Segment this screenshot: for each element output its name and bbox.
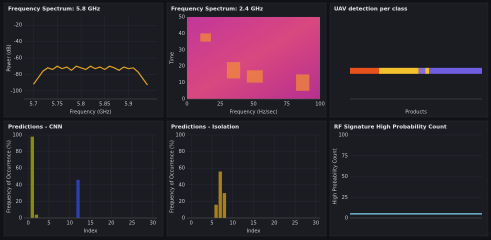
y-tick-label: 25 bbox=[342, 195, 348, 201]
heat-blob bbox=[296, 74, 309, 90]
x-tick-label: 30 bbox=[150, 221, 156, 227]
panel-title: RF Signature High Probability Count bbox=[334, 125, 447, 131]
y-axis-label: High Probability Count bbox=[333, 148, 339, 204]
x-axis-label: Frequency (GHz) bbox=[70, 110, 112, 116]
strip-segment bbox=[350, 68, 379, 74]
x-axis-label: Frequency (Hz/sec) bbox=[230, 110, 278, 116]
y-tick-label: 80 bbox=[16, 149, 22, 155]
heat-blob bbox=[200, 33, 211, 41]
x-tick-label: 100 bbox=[315, 102, 325, 108]
y-tick-label: 100 bbox=[175, 133, 185, 139]
y-tick-label: 100 bbox=[338, 133, 348, 139]
bar bbox=[214, 205, 217, 218]
x-tick-label: 15 bbox=[250, 221, 256, 227]
x-tick-label: 5 bbox=[210, 221, 213, 227]
bar bbox=[223, 193, 226, 218]
y-tick-label: -100 bbox=[11, 88, 22, 94]
y-tick-label: 0 bbox=[182, 216, 185, 222]
y-tick-label: -80 bbox=[14, 72, 22, 78]
x-tick-label: 0 bbox=[190, 221, 193, 227]
strip-segment bbox=[379, 68, 419, 74]
x-tick-label: 5.8 bbox=[77, 102, 85, 108]
x-tick-label: 15 bbox=[87, 221, 93, 227]
x-tick-label: 20 bbox=[271, 221, 277, 227]
heat-blob bbox=[247, 70, 263, 82]
x-tick-label: 5 bbox=[47, 221, 50, 227]
x-tick-label: 50 bbox=[250, 102, 256, 108]
strip-segment bbox=[419, 68, 426, 74]
y-axis-label: Frequency of Occurrence (%) bbox=[170, 140, 176, 213]
bar bbox=[31, 137, 34, 218]
x-tick-label: 5.85 bbox=[99, 102, 110, 108]
y-tick-label: 20 bbox=[179, 64, 185, 70]
y-tick-label: 30 bbox=[179, 47, 185, 53]
x-tick-label: 30 bbox=[313, 221, 319, 227]
x-tick-label: 25 bbox=[129, 221, 135, 227]
y-tick-label: 0 bbox=[345, 216, 348, 222]
panel-title: Predictions - Isolation bbox=[171, 125, 239, 131]
x-tick-label: 20 bbox=[108, 221, 114, 227]
x-tick-label: 5.9 bbox=[125, 102, 133, 108]
x-tick-label: 0 bbox=[185, 102, 188, 108]
x-axis-label: Index bbox=[247, 229, 261, 235]
panel-title: UAV detection per class bbox=[334, 7, 408, 13]
heat-blob bbox=[227, 62, 240, 78]
bar bbox=[76, 180, 79, 218]
y-tick-label: 100 bbox=[12, 133, 22, 139]
y-tick-label: -60 bbox=[14, 56, 22, 62]
strip-segment bbox=[429, 68, 482, 74]
x-tick-label: 10 bbox=[230, 221, 236, 227]
y-tick-label: 80 bbox=[179, 149, 185, 155]
x-tick-label: 10 bbox=[67, 221, 73, 227]
panel bbox=[330, 121, 488, 236]
y-tick-label: 40 bbox=[16, 182, 22, 188]
y-tick-label: 50 bbox=[342, 174, 348, 180]
x-tick-label: 25 bbox=[217, 102, 223, 108]
panel bbox=[330, 3, 488, 117]
bar bbox=[35, 215, 38, 218]
panel bbox=[4, 3, 163, 117]
y-tick-label: 40 bbox=[179, 31, 185, 37]
y-tick-label: 0 bbox=[19, 216, 22, 222]
x-tick-label: 25 bbox=[292, 221, 298, 227]
strip-segment bbox=[425, 68, 429, 74]
x-axis-label: Products bbox=[405, 110, 427, 116]
x-tick-label: 75 bbox=[284, 102, 290, 108]
y-tick-label: -20 bbox=[14, 23, 22, 29]
y-tick-label: 60 bbox=[16, 166, 22, 172]
bar bbox=[219, 172, 222, 218]
y-tick-label: 20 bbox=[16, 199, 22, 205]
y-tick-label: 40 bbox=[179, 182, 185, 188]
y-tick-label: 60 bbox=[179, 166, 185, 172]
y-tick-label: 50 bbox=[179, 15, 185, 21]
y-tick-label: 10 bbox=[179, 80, 185, 86]
x-axis-label: Index bbox=[84, 229, 98, 235]
x-tick-label: 5.7 bbox=[30, 102, 38, 108]
x-tick-label: 5.75 bbox=[52, 102, 63, 108]
y-axis-label: Time bbox=[170, 52, 176, 65]
dashboard: Frequency Spectrum: 5.8 GHz Frequency (GH… bbox=[0, 0, 491, 240]
panel bbox=[4, 121, 163, 236]
y-tick-label: 75 bbox=[342, 153, 348, 159]
y-tick-label: -40 bbox=[14, 39, 22, 45]
x-tick-label: 0 bbox=[27, 221, 30, 227]
panel-title: Predictions - CNN bbox=[8, 125, 63, 131]
y-axis-label: Frequency of Occurrence (%) bbox=[7, 140, 13, 213]
page: {"panels":[ {"type":"line","title":"Freq… bbox=[0, 0, 491, 240]
panel bbox=[167, 121, 326, 236]
panel-title: Frequency Spectrum: 2.4 GHz bbox=[171, 7, 263, 13]
y-axis-label: Power (dB) bbox=[7, 44, 13, 71]
y-tick-label: 20 bbox=[179, 199, 185, 205]
panel-title: Frequency Spectrum: 5.8 GHz bbox=[8, 7, 100, 13]
